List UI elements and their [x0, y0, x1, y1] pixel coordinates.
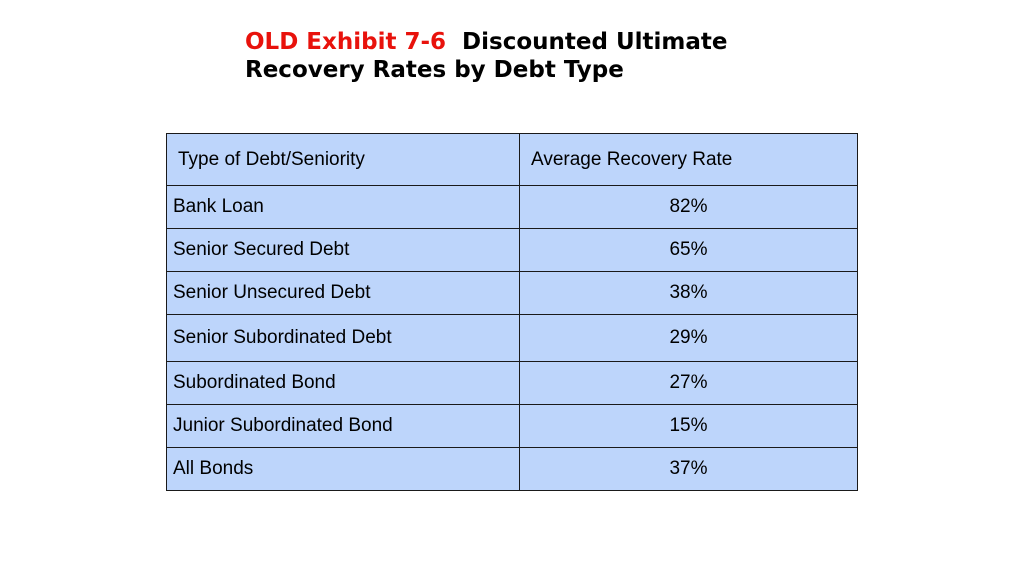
title-line-1: OLD Exhibit 7-6 Discounted Ultimate — [245, 28, 865, 56]
table-row: All Bonds 37% — [166, 447, 858, 491]
column-header-recovery-rate: Average Recovery Rate — [519, 133, 858, 186]
recovery-rate-cell: 27% — [519, 361, 858, 405]
debt-type-cell: Senior Subordinated Debt — [166, 314, 520, 362]
recovery-rate-cell: 37% — [519, 447, 858, 491]
table-row: Subordinated Bond 27% — [166, 361, 858, 405]
recovery-rate-cell: 38% — [519, 271, 858, 315]
recovery-rate-cell: 82% — [519, 185, 858, 229]
debt-type-cell: Subordinated Bond — [166, 361, 520, 405]
debt-type-cell: Bank Loan — [166, 185, 520, 229]
debt-type-cell: Junior Subordinated Bond — [166, 404, 520, 448]
table-row: Senior Secured Debt 65% — [166, 228, 858, 272]
debt-type-cell: Senior Unsecured Debt — [166, 271, 520, 315]
table-row: Junior Subordinated Bond 15% — [166, 404, 858, 448]
recovery-rate-cell: 29% — [519, 314, 858, 362]
column-header-debt-type: Type of Debt/Seniority — [166, 133, 520, 186]
slide-title: OLD Exhibit 7-6 Discounted Ultimate Reco… — [245, 28, 865, 84]
title-text-part-1: Discounted Ultimate — [462, 29, 728, 55]
debt-type-cell: All Bonds — [166, 447, 520, 491]
title-line-2: Recovery Rates by Debt Type — [245, 57, 624, 83]
table-header-row: Type of Debt/Seniority Average Recovery … — [166, 133, 858, 186]
table-row: Bank Loan 82% — [166, 185, 858, 229]
recovery-rate-cell: 65% — [519, 228, 858, 272]
recovery-rate-cell: 15% — [519, 404, 858, 448]
recovery-rates-table: Type of Debt/Seniority Average Recovery … — [166, 133, 858, 491]
table-row: Senior Subordinated Debt 29% — [166, 314, 858, 362]
exhibit-label: OLD Exhibit 7-6 — [245, 29, 447, 55]
table-row: Senior Unsecured Debt 38% — [166, 271, 858, 315]
debt-type-cell: Senior Secured Debt — [166, 228, 520, 272]
